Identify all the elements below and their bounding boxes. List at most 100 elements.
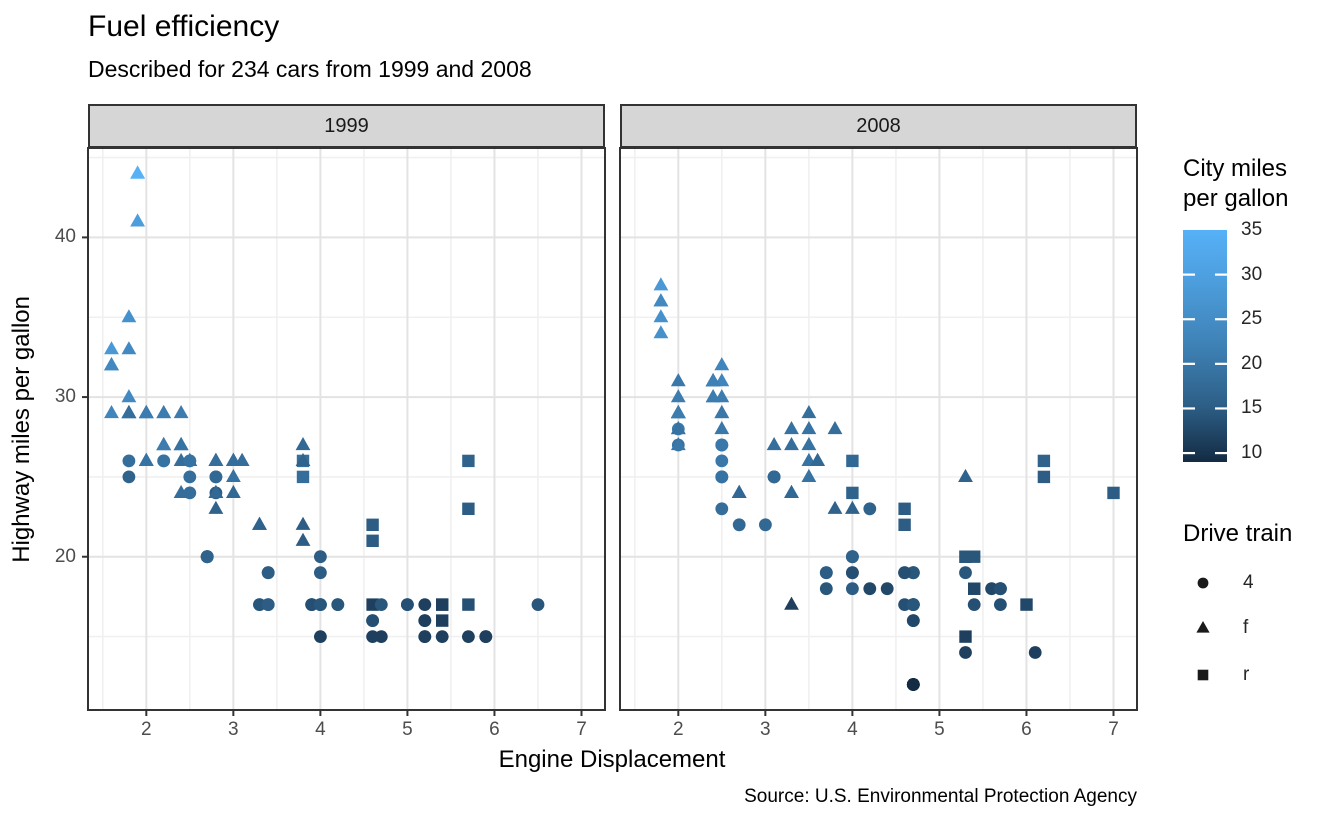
point-triangle: [104, 357, 119, 371]
point-circle: [122, 470, 136, 484]
point-square: [1107, 486, 1120, 500]
x-tick-label: 5: [934, 719, 945, 740]
point-circle: [898, 566, 911, 580]
point-triangle: [801, 437, 817, 451]
legend-circle-glyph: [1197, 577, 1209, 589]
point-triangle: [104, 341, 119, 355]
point-triangle: [653, 325, 669, 339]
point-circle: [906, 678, 920, 691]
point-circle: [261, 566, 275, 580]
point-circle: [401, 598, 414, 611]
x-tick-label: 2: [141, 719, 152, 740]
point-circle: [959, 566, 972, 580]
point-triangle: [827, 421, 843, 435]
point-square: [968, 582, 981, 595]
point-circle: [715, 470, 729, 484]
point-triangle: [801, 468, 817, 482]
x-tick-label: 3: [228, 719, 239, 740]
point-circle: [314, 550, 327, 564]
point-triangle: [714, 357, 730, 371]
point-triangle: [784, 421, 799, 435]
point-triangle: [121, 309, 137, 323]
point-triangle: [252, 516, 267, 530]
point-triangle: [226, 468, 241, 482]
point-triangle: [653, 293, 669, 307]
point-triangle: [670, 373, 686, 387]
colorbar-tick-label: 35: [1241, 219, 1263, 240]
point-circle: [846, 550, 859, 564]
point-triangle: [784, 437, 799, 451]
point-circle: [183, 454, 197, 468]
chart-subtitle: Described for 234 cars from 1999 and 200…: [88, 56, 532, 82]
point-square: [436, 614, 449, 627]
point-circle: [531, 598, 545, 611]
point-circle: [863, 582, 877, 596]
x-axis-title: Engine Displacement: [498, 746, 726, 773]
point-square: [1037, 454, 1051, 468]
point-square: [436, 598, 449, 611]
point-circle: [122, 454, 136, 468]
colorbar-tick-label: 15: [1241, 397, 1263, 419]
y-tick-label: 30: [54, 386, 76, 408]
point-triangle: [138, 405, 154, 419]
colorbar-tick-label: 25: [1241, 308, 1263, 330]
colorbar-tick-label: 30: [1241, 263, 1263, 285]
point-circle: [994, 598, 1007, 611]
point-triangle: [766, 437, 782, 451]
point-triangle: [801, 405, 817, 419]
facet-strip-label: 2008: [856, 114, 901, 137]
point-triangle: [784, 596, 799, 610]
point-circle: [994, 582, 1007, 596]
point-circle: [906, 598, 920, 611]
x-tick-label: 6: [489, 719, 500, 740]
point-square: [1037, 470, 1051, 484]
shape-legend-label: r: [1243, 664, 1250, 685]
point-triangle: [156, 405, 172, 419]
point-circle: [462, 630, 475, 643]
point-triangle: [226, 452, 241, 466]
point-triangle: [156, 437, 172, 451]
point-triangle: [653, 277, 669, 291]
point-circle: [479, 630, 493, 643]
point-triangle: [295, 452, 311, 466]
x-tick-label: 2: [673, 719, 684, 740]
point-square: [959, 630, 972, 643]
legend-square-glyph: [1197, 669, 1209, 681]
point-square: [846, 486, 859, 500]
point-triangle: [827, 500, 843, 514]
point-circle: [374, 630, 388, 643]
point-circle: [183, 486, 197, 500]
point-triangle: [958, 468, 973, 482]
point-triangle: [731, 484, 747, 498]
point-circle: [880, 582, 894, 596]
point-square: [898, 502, 911, 515]
point-circle: [906, 614, 920, 627]
point-circle: [374, 598, 388, 611]
point-square: [968, 550, 981, 563]
point-circle: [418, 630, 432, 643]
point-circle: [715, 502, 729, 516]
point-triangle: [801, 421, 817, 435]
shape-legend-label: f: [1243, 617, 1249, 638]
point-triangle: [173, 437, 189, 451]
facet-strip-label: 1999: [324, 114, 369, 137]
panel-2008: [620, 148, 1137, 710]
point-square: [366, 598, 379, 611]
point-triangle: [208, 500, 224, 514]
point-circle: [435, 630, 449, 643]
point-triangle: [810, 452, 825, 466]
point-triangle: [714, 405, 730, 419]
point-square: [296, 470, 310, 484]
point-triangle: [670, 421, 686, 435]
x-tick-label: 4: [315, 719, 326, 740]
x-tick-label: 3: [760, 719, 771, 740]
x-tick-label: 5: [402, 719, 413, 740]
point-circle: [200, 550, 214, 564]
point-triangle: [714, 389, 730, 403]
point-square: [1020, 598, 1033, 611]
point-circle: [314, 566, 327, 580]
point-circle: [767, 470, 781, 484]
point-triangle: [295, 532, 311, 546]
point-square: [898, 518, 911, 531]
